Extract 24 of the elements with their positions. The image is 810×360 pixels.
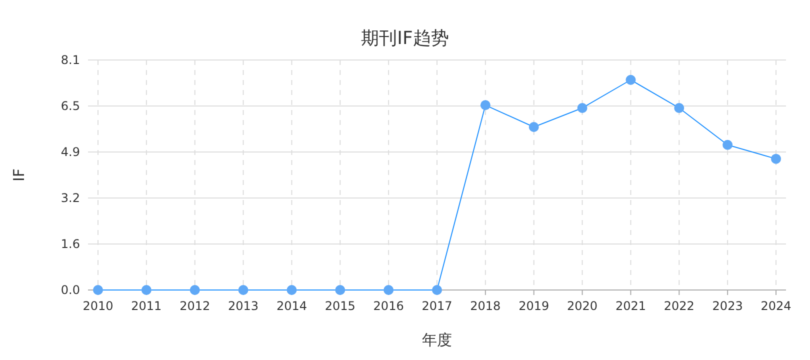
chart-title: 期刊IF趋势 <box>361 28 449 49</box>
x-tick-label: 2018 <box>470 299 501 313</box>
x-tick-label: 2010 <box>82 299 114 313</box>
y-tick-label: 3.2 <box>60 191 80 205</box>
y-tick-label: 4.9 <box>60 145 80 159</box>
x-tick-label: 2021 <box>615 299 646 313</box>
x-tick-label: 2014 <box>276 299 307 313</box>
y-tick-label: 1.6 <box>60 237 80 251</box>
y-tick-label: 8.1 <box>60 53 80 67</box>
x-tick-label: 2024 <box>760 299 792 313</box>
x-tick-label: 2019 <box>518 299 550 313</box>
x-tick-label: 2020 <box>567 299 598 313</box>
x-tick-label: 2017 <box>422 299 452 313</box>
x-tick-label: 2012 <box>180 299 210 313</box>
x-tick-label: 2013 <box>228 299 259 313</box>
x-tick-label: 2011 <box>131 299 162 313</box>
x-axis-title: 年度 <box>422 331 452 349</box>
x-tick-label: 2022 <box>664 299 694 313</box>
x-tick-label: 2016 <box>373 299 404 313</box>
x-tick-label: 2023 <box>712 299 743 313</box>
y-tick-label: 6.5 <box>60 99 80 113</box>
y-tick-label: 0.0 <box>60 283 80 297</box>
y-axis-title: IF <box>10 168 28 182</box>
x-tick-label: 2015 <box>324 299 356 313</box>
